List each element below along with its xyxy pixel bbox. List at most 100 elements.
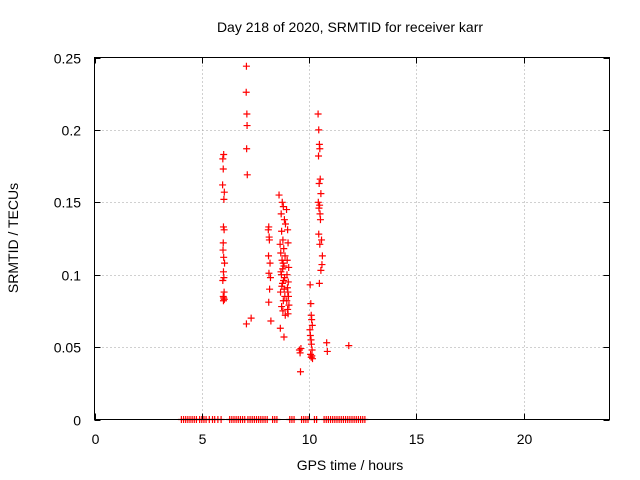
data-point bbox=[278, 227, 286, 235]
x-axis-label: GPS time / hours bbox=[297, 457, 404, 473]
data-point bbox=[284, 226, 292, 234]
data-point bbox=[276, 240, 284, 248]
data-point bbox=[220, 226, 228, 234]
x-tick-label: 10 bbox=[302, 431, 318, 447]
data-point bbox=[266, 274, 274, 282]
y-tick-label: 0.15 bbox=[54, 195, 81, 211]
data-point bbox=[243, 145, 251, 153]
data-point bbox=[317, 190, 325, 198]
data-point bbox=[281, 220, 289, 228]
data-point bbox=[280, 333, 288, 341]
data-point bbox=[318, 261, 326, 269]
data-point bbox=[297, 368, 304, 376]
data-point bbox=[317, 266, 325, 274]
data-point bbox=[220, 195, 228, 203]
data-point bbox=[278, 198, 286, 206]
data-point bbox=[284, 310, 292, 318]
data-point bbox=[306, 281, 314, 289]
y-tick-label: 0 bbox=[73, 413, 81, 429]
data-point bbox=[275, 191, 283, 199]
data-point bbox=[314, 110, 322, 118]
data-point bbox=[308, 316, 316, 324]
data-point bbox=[243, 110, 251, 118]
data-point bbox=[283, 256, 291, 264]
data-point bbox=[315, 126, 323, 134]
data-point bbox=[278, 303, 286, 311]
data-point bbox=[267, 317, 275, 325]
data-point bbox=[242, 320, 250, 328]
data-point bbox=[315, 152, 323, 160]
data-point bbox=[308, 321, 316, 329]
data-point bbox=[285, 301, 293, 309]
data-point bbox=[243, 122, 251, 130]
data-point bbox=[283, 271, 291, 279]
data-point bbox=[279, 236, 287, 244]
data-points bbox=[177, 62, 369, 423]
data-point bbox=[247, 314, 255, 322]
data-point bbox=[242, 62, 250, 70]
data-point bbox=[277, 210, 285, 218]
data-point bbox=[307, 300, 315, 308]
data-point bbox=[219, 297, 227, 305]
data-point bbox=[318, 252, 326, 260]
data-point bbox=[242, 88, 250, 96]
data-point bbox=[316, 175, 324, 183]
data-point bbox=[315, 204, 323, 212]
x-tick-label: 5 bbox=[199, 431, 207, 447]
data-point bbox=[280, 216, 288, 224]
data-point bbox=[345, 342, 353, 350]
data-point bbox=[219, 246, 227, 254]
y-tick-labels: 0 0.05 0.1 0.15 0.2 0.25 bbox=[54, 51, 81, 429]
x-tick-label: 0 bbox=[92, 431, 100, 447]
y-tick-label: 0.1 bbox=[62, 268, 82, 284]
data-point bbox=[280, 245, 288, 253]
data-point bbox=[283, 206, 291, 214]
data-point bbox=[220, 253, 228, 261]
data-point bbox=[219, 239, 227, 247]
data-point bbox=[284, 292, 292, 300]
data-point bbox=[315, 279, 323, 287]
x-tick-labels: 0 5 10 15 20 bbox=[92, 431, 533, 447]
data-point bbox=[323, 339, 331, 347]
data-point bbox=[219, 165, 227, 173]
data-point bbox=[220, 295, 228, 303]
chart-title: Day 218 of 2020, SRMTID for receiver kar… bbox=[217, 19, 483, 35]
data-point bbox=[284, 239, 292, 247]
data-point bbox=[284, 278, 292, 286]
data-point bbox=[307, 353, 315, 361]
data-point bbox=[316, 240, 324, 248]
data-point bbox=[266, 259, 274, 267]
data-point bbox=[219, 155, 227, 163]
y-tick-label: 0.2 bbox=[62, 123, 82, 139]
data-point bbox=[315, 179, 323, 187]
data-point bbox=[265, 252, 273, 260]
y-tick-label: 0.05 bbox=[54, 340, 81, 356]
grid-lines bbox=[94, 57, 610, 420]
data-point bbox=[220, 188, 228, 196]
axis-ticks bbox=[94, 57, 610, 421]
data-point bbox=[309, 355, 317, 363]
data-point bbox=[297, 345, 305, 353]
data-point bbox=[277, 288, 285, 296]
x-tick-label: 15 bbox=[409, 431, 425, 447]
data-point bbox=[281, 252, 289, 260]
x-tick-label: 20 bbox=[517, 431, 533, 447]
data-point bbox=[265, 298, 273, 306]
y-axis-label: SRMTID / TECUs bbox=[5, 183, 21, 293]
data-point bbox=[219, 181, 227, 189]
data-point bbox=[265, 269, 273, 277]
data-point bbox=[277, 249, 285, 257]
data-point bbox=[243, 171, 251, 179]
plot-frame bbox=[94, 57, 610, 420]
data-point bbox=[285, 263, 293, 271]
data-point bbox=[219, 276, 227, 284]
data-point bbox=[316, 145, 324, 153]
data-point bbox=[266, 285, 274, 293]
data-point bbox=[264, 226, 272, 234]
data-point bbox=[318, 236, 326, 244]
data-point bbox=[315, 230, 323, 238]
data-point bbox=[276, 324, 284, 332]
data-point bbox=[220, 151, 228, 159]
data-point bbox=[296, 349, 304, 357]
